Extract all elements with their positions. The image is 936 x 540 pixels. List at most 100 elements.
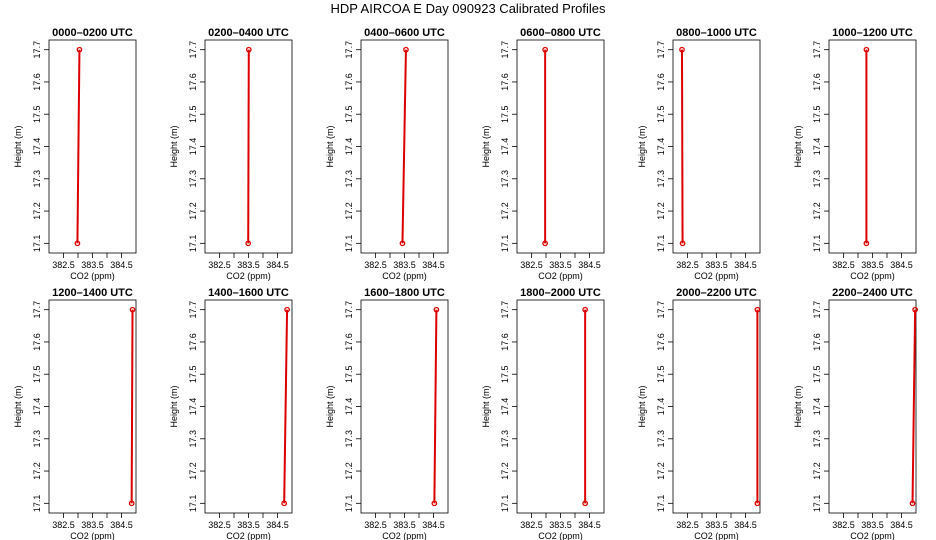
- plot-frame: [48, 39, 137, 254]
- x-tick-label: 383.5: [549, 260, 572, 270]
- x-tick-label: 383.5: [861, 260, 884, 270]
- x-axis-label: CO2 (ppm): [382, 271, 427, 281]
- y-tick-label: 17.5: [656, 105, 666, 123]
- profile-line: [130, 309, 134, 504]
- x-tick-label: 382.5: [208, 260, 231, 270]
- y-tick-label: 17.2: [812, 462, 822, 480]
- profile-point-marker: [863, 240, 870, 247]
- profile-line: [680, 49, 684, 244]
- x-tick-label: 384.5: [734, 520, 757, 530]
- page-title: HDP AIRCOA E Day 090923 Calibrated Profi…: [330, 1, 606, 16]
- panel-title: 0400–0600 UTC: [364, 27, 445, 39]
- y-tick-label: 17.7: [344, 41, 354, 59]
- panel-title: 0800–1000 UTC: [676, 27, 757, 39]
- y-tick-label: 17.1: [344, 235, 354, 253]
- y-tick-label: 17.4: [32, 138, 42, 156]
- x-axis-label: CO2 (ppm): [694, 531, 739, 540]
- panel-title: 0000–0200 UTC: [52, 27, 133, 39]
- y-axis-label: Height (m): [325, 125, 335, 167]
- profile-line: [401, 49, 407, 244]
- x-tick-label: 382.5: [364, 260, 387, 270]
- y-tick-label: 17.3: [188, 170, 198, 188]
- x-tick-label: 383.5: [81, 520, 104, 530]
- y-tick-label: 17.7: [188, 301, 198, 319]
- y-tick-label: 17.2: [344, 202, 354, 220]
- plot-frame: [516, 39, 605, 254]
- x-tick-label: 384.5: [422, 260, 445, 270]
- x-tick-label: 382.5: [832, 260, 855, 270]
- y-tick-label: 17.4: [812, 138, 822, 156]
- y-tick-label: 17.1: [656, 495, 666, 513]
- y-axis-label: Height (m): [637, 125, 647, 167]
- y-tick-label: 17.2: [500, 202, 510, 220]
- profile-line: [76, 49, 81, 244]
- profile-point-marker: [403, 46, 409, 53]
- x-axis-label: CO2 (ppm): [70, 531, 115, 540]
- y-tick-label: 17.3: [32, 430, 42, 448]
- y-tick-label: 17.6: [812, 73, 822, 91]
- y-tick-label: 17.4: [500, 138, 510, 156]
- y-tick-label: 17.6: [500, 333, 510, 351]
- x-tick-label: 383.5: [705, 520, 728, 530]
- y-tick-label: 17.6: [812, 333, 822, 351]
- y-tick-label: 17.1: [500, 495, 510, 513]
- y-tick-label: 17.1: [500, 235, 510, 253]
- y-tick-label: 17.1: [32, 235, 42, 253]
- x-tick-label: 382.5: [832, 520, 855, 530]
- y-tick-label: 17.1: [188, 235, 198, 253]
- x-tick-label: 383.5: [237, 260, 260, 270]
- y-tick-label: 17.6: [656, 333, 666, 351]
- profile-point-marker: [245, 240, 252, 247]
- panel-title: 1200–1400 UTC: [52, 287, 133, 299]
- x-tick-label: 382.5: [676, 520, 699, 530]
- y-tick-label: 17.3: [344, 170, 354, 188]
- profile-point-marker: [912, 306, 918, 313]
- plot-frame: [204, 299, 293, 514]
- x-tick-label: 383.5: [861, 520, 884, 530]
- y-axis-label: Height (m): [13, 125, 23, 167]
- plot-frame: [516, 299, 605, 514]
- profile-line: [433, 309, 438, 504]
- y-tick-label: 17.4: [32, 398, 42, 416]
- y-tick-label: 17.2: [656, 462, 666, 480]
- profile-point-marker: [245, 46, 252, 53]
- x-tick-label: 383.5: [705, 260, 728, 270]
- y-tick-label: 17.3: [344, 430, 354, 448]
- profile-point-marker: [754, 500, 761, 507]
- y-tick-label: 17.4: [344, 138, 354, 156]
- profile-point-marker: [128, 500, 135, 507]
- x-tick-label: 383.5: [549, 520, 572, 530]
- y-tick-label: 17.4: [656, 138, 666, 156]
- y-axis-label: Height (m): [13, 385, 23, 427]
- y-tick-label: 17.7: [656, 41, 666, 59]
- profile-point-marker: [909, 500, 916, 507]
- y-tick-label: 17.3: [812, 170, 822, 188]
- panel-title: 1600–1800 UTC: [364, 287, 445, 299]
- y-axis-label: Height (m): [169, 125, 179, 167]
- y-tick-label: 17.5: [656, 365, 666, 383]
- panel-title: 1400–1600 UTC: [208, 287, 289, 299]
- x-tick-label: 382.5: [520, 520, 543, 530]
- y-tick-label: 17.7: [32, 41, 42, 59]
- y-tick-label: 17.6: [188, 333, 198, 351]
- profile-line: [911, 309, 917, 504]
- panel-title: 2200–2400 UTC: [832, 287, 913, 299]
- y-tick-label: 17.5: [344, 365, 354, 383]
- x-tick-label: 382.5: [52, 520, 75, 530]
- y-axis-label: Height (m): [481, 385, 491, 427]
- y-tick-label: 17.2: [188, 202, 198, 220]
- y-tick-label: 17.2: [188, 462, 198, 480]
- profile-point-marker: [431, 500, 438, 507]
- x-tick-label: 384.5: [734, 260, 757, 270]
- x-tick-label: 383.5: [393, 520, 416, 530]
- x-tick-label: 383.5: [393, 260, 416, 270]
- y-tick-label: 17.7: [32, 301, 42, 319]
- y-tick-label: 17.6: [344, 73, 354, 91]
- y-axis-label: Height (m): [481, 125, 491, 167]
- x-tick-label: 382.5: [52, 260, 75, 270]
